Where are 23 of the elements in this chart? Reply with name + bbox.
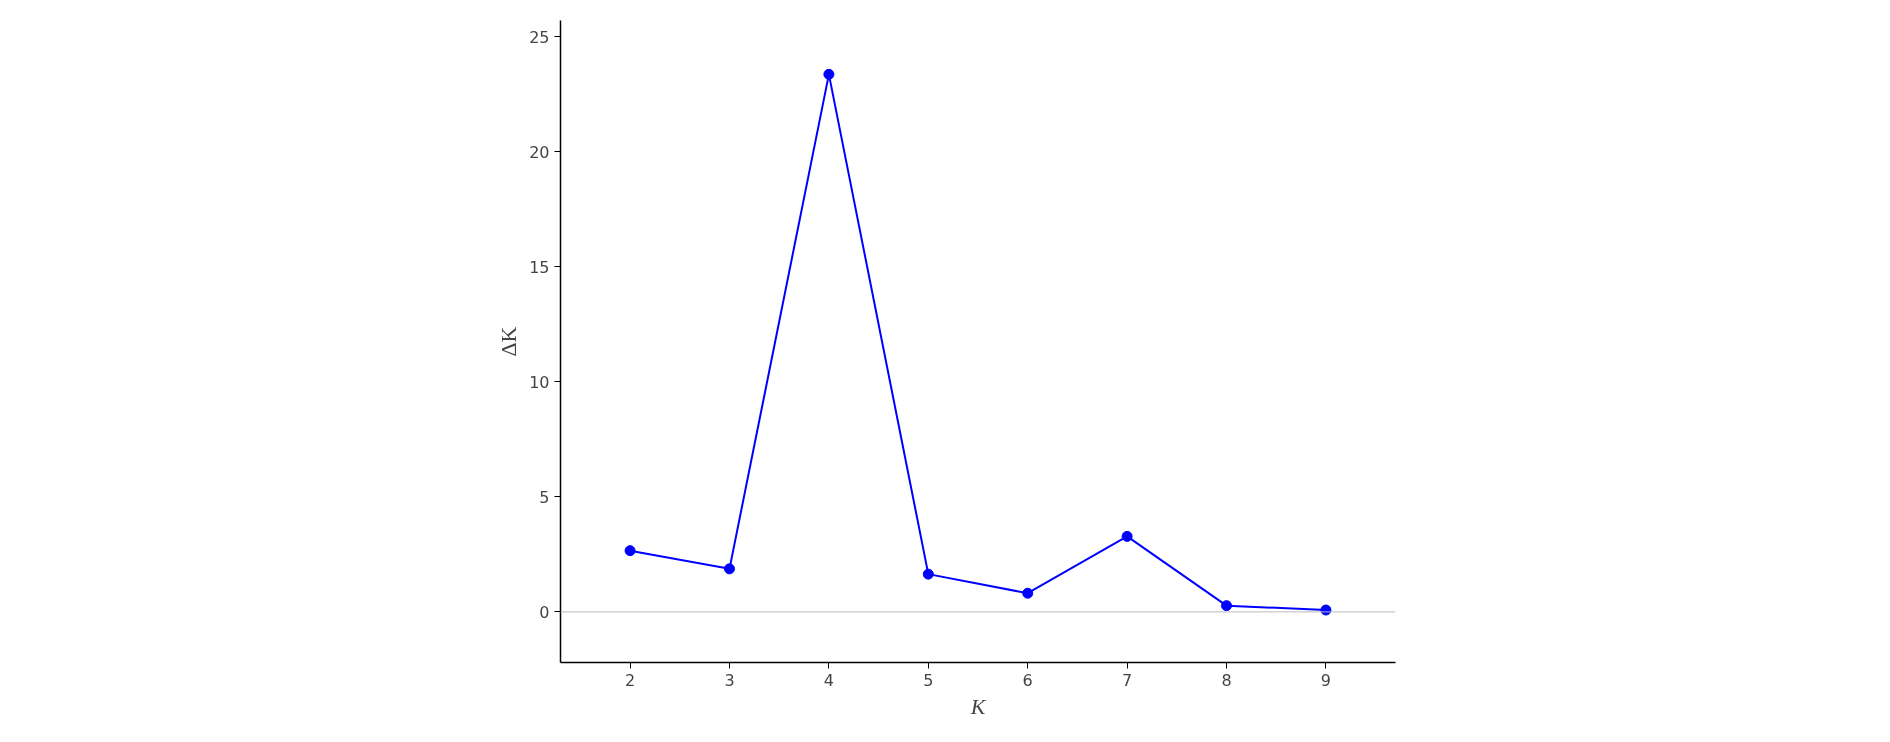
y-tick-label: 20 — [529, 142, 550, 162]
x-tick-label: 8 — [1221, 670, 1232, 690]
y-axis-title: ΔK — [496, 326, 522, 357]
y-tick-label: 25 — [529, 27, 550, 47]
x-tick-label: 2 — [624, 670, 636, 690]
x-tick-label: 3 — [724, 670, 735, 690]
x-tick-label: 6 — [1022, 670, 1033, 690]
point — [723, 563, 735, 575]
y-tick-label: 0 — [539, 602, 550, 622]
point — [624, 545, 636, 557]
y-tick-label: 15 — [529, 257, 550, 277]
point — [1121, 530, 1133, 542]
point — [1022, 587, 1034, 599]
y-tick-label: 5 — [539, 487, 550, 507]
point — [1221, 600, 1233, 612]
x-tick-label: 5 — [923, 670, 934, 690]
point — [922, 568, 934, 580]
x-tick-label: 7 — [1122, 670, 1133, 690]
x-tick-label: 9 — [1320, 670, 1332, 690]
y-tick-label: 10 — [529, 372, 550, 392]
point — [823, 68, 835, 80]
x-tick-label: 4 — [823, 670, 834, 690]
x-axis-title: K — [969, 693, 987, 719]
